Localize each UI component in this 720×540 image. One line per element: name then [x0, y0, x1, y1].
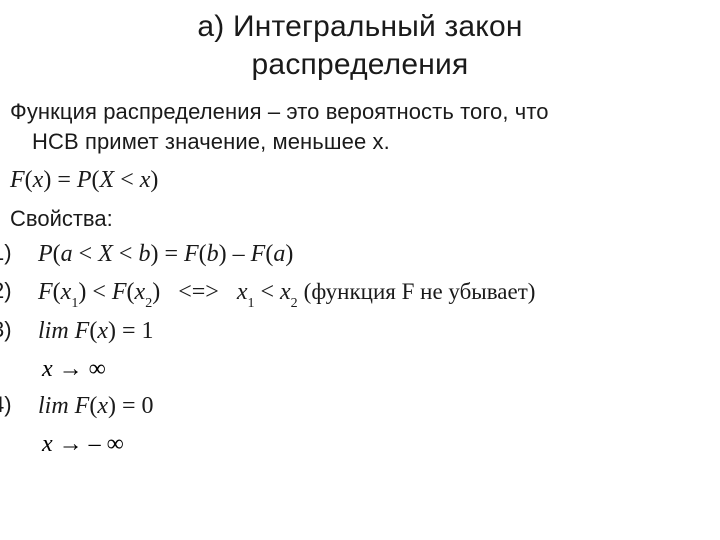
slide-title: а) Интегральный закон распределения: [0, 8, 720, 83]
properties-label: Свойства:: [0, 206, 720, 232]
property-item-2: 2) F(x1) < F(x2) <=> x1 < x2 (функция F …: [0, 274, 720, 313]
slide-container: а) Интегральный закон распределения Функ…: [0, 0, 720, 540]
property-item-3: 3) lim F(x) = 1: [0, 313, 720, 351]
title-line-2: распределения: [252, 48, 469, 81]
properties-list: 1) P(a < X < b) = F(b) – F(a) 2) F(x1) <…: [0, 236, 720, 351]
title-line-1: а) Интегральный закон: [197, 10, 522, 43]
main-formula: F(x) = P(X < x): [0, 162, 720, 198]
property-number-2: 2): [0, 274, 12, 309]
property-3-limit: x → ∞: [0, 351, 720, 388]
property-number-4: 4): [0, 388, 12, 423]
property-item-4: 4) lim F(x) = 0: [0, 388, 720, 426]
properties-list-cont: 4) lim F(x) = 0: [0, 388, 720, 426]
paragraph-line-1: Функция распределения – это вероятность …: [0, 97, 720, 127]
property-item-1: 1) P(a < X < b) = F(b) – F(a): [0, 236, 720, 274]
property-number-1: 1): [0, 236, 12, 271]
paragraph-line-2: НСВ примет значение, меньшее x.: [0, 127, 720, 157]
property-4-limit: x → – ∞: [0, 426, 720, 463]
property-2-note: (функция F не убывает): [304, 279, 536, 304]
property-number-3: 3): [0, 313, 12, 348]
